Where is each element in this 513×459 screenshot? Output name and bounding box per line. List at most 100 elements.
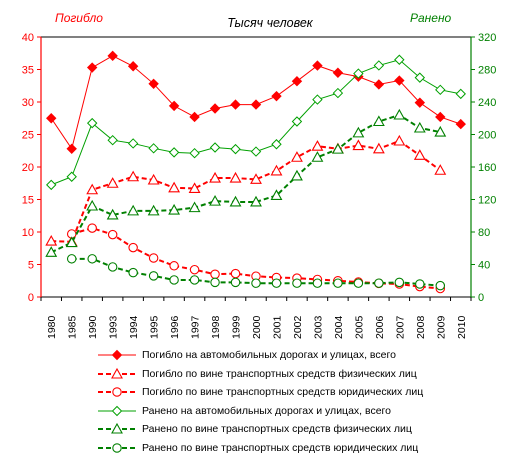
- data-point: [271, 90, 282, 102]
- x-tick-label: 1985: [67, 315, 79, 339]
- data-point: [435, 280, 446, 291]
- data-point: [168, 181, 181, 193]
- legend-swatch: [98, 443, 136, 453]
- data-point: [189, 264, 200, 275]
- left-tick-label: 15: [22, 195, 34, 207]
- data-point: [333, 278, 343, 288]
- x-tick-label: 1999: [231, 315, 243, 339]
- data-point: [168, 147, 180, 158]
- legend-marker: [112, 443, 122, 453]
- right-axis-title: Ранено: [410, 11, 452, 25]
- legend-swatch: [98, 423, 136, 434]
- data-point: [86, 183, 99, 195]
- data-point: [251, 278, 261, 288]
- x-tick-label: 1998: [210, 315, 222, 339]
- legend-label: Погибло по вине транспортных средств физ…: [142, 367, 417, 380]
- right-tick-label: 40: [478, 260, 490, 272]
- data-point: [413, 149, 426, 160]
- data-point: [230, 99, 241, 110]
- data-point: [189, 275, 200, 285]
- x-tick-label: 2007: [394, 315, 406, 339]
- x-tick-label: 2005: [353, 315, 365, 339]
- data-point: [147, 173, 160, 185]
- data-point: [127, 170, 140, 182]
- data-point: [291, 151, 303, 162]
- data-point: [455, 88, 466, 100]
- x-tick-label: 2010: [456, 315, 468, 339]
- legend-marker: [111, 367, 123, 379]
- data-point: [332, 67, 344, 78]
- data-point: [127, 138, 139, 149]
- left-tick-label: 30: [22, 97, 34, 109]
- right-tick-label: 280: [478, 65, 496, 77]
- data-point: [311, 140, 324, 151]
- left-tick-label: 25: [22, 130, 34, 142]
- data-point: [209, 194, 221, 206]
- data-point: [209, 142, 221, 153]
- data-point: [394, 75, 405, 86]
- data-point: [87, 254, 97, 264]
- data-point: [148, 143, 159, 154]
- data-point: [46, 179, 57, 191]
- data-point: [434, 125, 447, 137]
- data-point: [107, 262, 118, 272]
- legend-label: Ранено по вине транспортных средств физи…: [142, 423, 412, 436]
- right-tick-label: 120: [478, 195, 496, 207]
- series-line: [51, 139, 441, 243]
- left-tick-label: 10: [22, 227, 34, 239]
- data-point: [291, 75, 303, 87]
- legend-label: Погибло по вине транспортных средств юри…: [142, 386, 424, 399]
- legend-item: Погибло на автомобильных дорогах и улица…: [96, 346, 506, 365]
- x-tick-label: 1980: [46, 315, 58, 339]
- data-point: [353, 68, 364, 79]
- left-tick-label: 20: [22, 162, 34, 174]
- data-point: [86, 117, 98, 129]
- data-point: [435, 111, 446, 123]
- data-point: [415, 279, 425, 289]
- legend-label: Ранено на автомобильных дорогах и улицах…: [142, 404, 391, 417]
- data-point: [270, 189, 283, 200]
- data-point: [374, 278, 384, 288]
- series-6: [66, 254, 446, 291]
- data-point: [413, 121, 426, 133]
- data-point: [312, 94, 323, 105]
- data-point: [372, 142, 385, 154]
- data-point: [229, 171, 242, 183]
- data-point: [127, 61, 139, 72]
- data-point: [394, 54, 405, 65]
- data-point: [65, 236, 78, 248]
- data-point: [352, 139, 365, 151]
- data-point: [414, 97, 426, 108]
- chart-title: Тысяч человек: [227, 16, 313, 30]
- data-point: [128, 267, 138, 278]
- data-point: [106, 208, 119, 220]
- data-point: [107, 134, 118, 146]
- data-point: [271, 139, 282, 150]
- data-point: [270, 164, 283, 176]
- data-point: [312, 60, 323, 71]
- left-tick-label: 5: [28, 260, 34, 272]
- data-point: [210, 277, 220, 288]
- data-point: [148, 253, 159, 263]
- data-point: [352, 126, 365, 138]
- series-2: [45, 134, 447, 247]
- legend-swatch: [98, 387, 136, 397]
- x-tick-label: 1990: [87, 315, 99, 339]
- x-tick-label: 2002: [292, 315, 304, 339]
- data-point: [394, 277, 405, 288]
- plot-area: [41, 37, 471, 297]
- x-tick-label: 1995: [149, 315, 161, 339]
- data-point: [250, 195, 262, 207]
- series-1: [46, 50, 466, 155]
- right-tick-label: 240: [478, 97, 496, 109]
- data-point: [209, 103, 221, 114]
- x-tick-label: 1997: [190, 315, 202, 339]
- data-point: [148, 78, 159, 90]
- right-tick-label: 80: [478, 227, 490, 239]
- data-point: [312, 278, 323, 288]
- data-point: [168, 100, 180, 112]
- left-tick-label: 40: [22, 32, 34, 44]
- x-tick-label: 2003: [312, 315, 324, 339]
- legend-label: Погибло на автомобильных дорогах и улица…: [142, 349, 396, 362]
- x-tick-label: 2009: [435, 315, 447, 339]
